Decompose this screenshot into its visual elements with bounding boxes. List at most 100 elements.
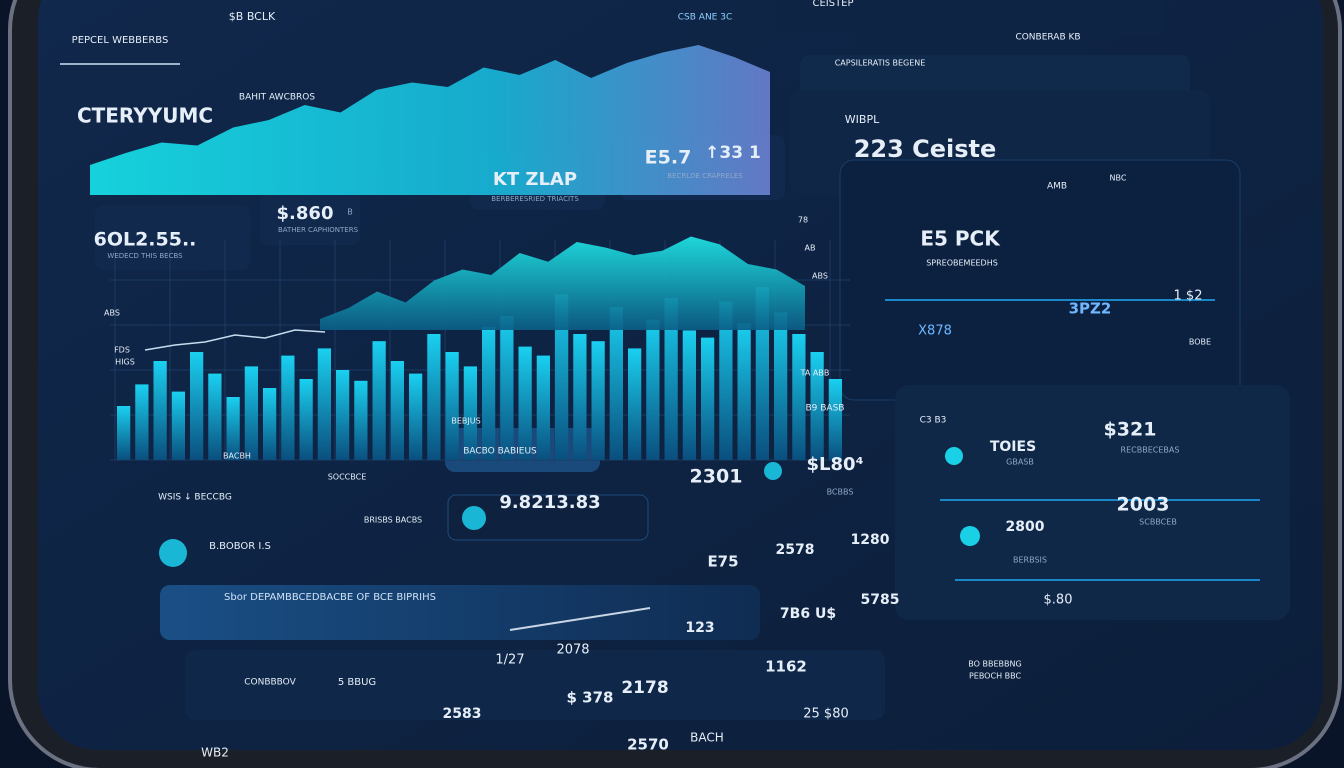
bar — [500, 316, 514, 460]
axis-label: FDS — [114, 346, 130, 355]
value: $.80 — [1044, 593, 1073, 608]
panel — [839, 159, 1241, 401]
bar — [445, 352, 459, 460]
axis-label: 78 — [798, 216, 808, 225]
bar — [317, 348, 331, 460]
cell: 1/27 — [495, 653, 524, 668]
card-label: BATHER CAPHIONTERS — [278, 226, 359, 234]
bar — [390, 361, 404, 460]
note: BRISBS BACBS — [364, 516, 422, 525]
bar — [336, 370, 350, 460]
banner — [160, 585, 760, 640]
icon — [960, 526, 980, 546]
bar — [646, 319, 660, 460]
list-value: $321 — [1104, 419, 1157, 441]
card-value: 6OL2.55.. — [94, 229, 197, 251]
bar — [536, 355, 550, 460]
chart — [90, 45, 850, 461]
cell: 2178 — [621, 678, 668, 698]
bar — [555, 294, 569, 460]
row-panel — [185, 650, 885, 720]
badge: $B BCLK — [229, 10, 276, 23]
bar — [701, 337, 715, 460]
cell: BACH — [690, 731, 724, 745]
list-label: TOIES — [990, 439, 1036, 455]
note: BCBBS — [827, 488, 854, 497]
card-value: E5.7 — [645, 147, 692, 169]
cell: 5785 — [861, 592, 900, 608]
bar — [518, 346, 532, 460]
list-sub: RECBBECEBAS — [1121, 446, 1180, 455]
list-sub: SCBBCEB — [1139, 518, 1177, 527]
bar — [226, 397, 240, 460]
value: 3PZ2 — [1069, 300, 1112, 318]
bar — [354, 380, 368, 460]
card — [95, 205, 250, 270]
bar — [755, 287, 769, 460]
axis-label: BACBH — [223, 452, 251, 461]
bar — [372, 341, 386, 460]
card-delta: ↑33 1 — [705, 143, 761, 163]
axis-label: BEBJUS — [451, 417, 480, 426]
bar — [609, 307, 623, 460]
list-sub: BERBSIS — [1013, 556, 1047, 565]
bar — [281, 355, 295, 460]
axis-label: ABS — [104, 309, 120, 318]
cell: 123 — [685, 620, 714, 636]
label: C3 B3 — [920, 416, 947, 426]
bar — [135, 384, 149, 460]
bar — [299, 379, 313, 460]
bar — [682, 330, 696, 460]
bar — [153, 361, 167, 460]
bar — [828, 379, 842, 460]
list-sub: GBASB — [1006, 458, 1034, 467]
card — [260, 190, 360, 245]
icon — [945, 447, 963, 465]
card-value: $.860 — [277, 203, 334, 224]
bar — [664, 298, 678, 460]
icon — [159, 539, 187, 567]
line — [144, 329, 326, 351]
tab: PEPCEL WEBBERBS — [72, 35, 169, 46]
bar — [463, 366, 477, 460]
value: B.BOBOR I.S — [209, 541, 271, 552]
bar — [591, 341, 605, 460]
cell: 2583 — [443, 706, 482, 722]
bar — [263, 388, 277, 460]
list-value: 2003 — [1117, 494, 1170, 516]
cell: 1280 — [851, 532, 890, 548]
note: PEBOCH BBC — [969, 672, 1022, 681]
cell: 2570 — [627, 736, 669, 754]
label: SPREOBEMEEDHS — [926, 259, 998, 268]
label: BOBE — [1189, 338, 1211, 347]
status: CSB ANE 3C — [678, 13, 732, 23]
subtitle: BAHIT AWCBROS — [239, 93, 315, 103]
label: AMB — [1047, 182, 1067, 192]
badge-value: 9.8213.83 — [499, 492, 600, 513]
card-label: BERBERESRIED TRIACITS — [491, 195, 579, 203]
bar — [190, 352, 204, 460]
note: CAPSILERATIS BEGENE — [835, 59, 926, 68]
bar — [628, 348, 642, 460]
kpi: 223 Ceiste — [854, 135, 997, 163]
note: WSIS ↓ BECCBG — [158, 493, 232, 503]
value: X878 — [918, 324, 952, 339]
bar — [427, 334, 441, 460]
icon — [764, 462, 782, 480]
note: BO BBEBBNG — [968, 660, 1021, 669]
stat: 2301 — [690, 466, 743, 488]
stat: $L80⁴ — [807, 454, 864, 475]
card-value: KT ZLAP — [493, 169, 577, 190]
bar — [792, 334, 806, 460]
bar — [482, 326, 496, 460]
value-badge — [447, 494, 649, 541]
card-note: B — [347, 208, 353, 217]
cell: $ 378 — [567, 689, 614, 707]
tab: CEISTEP — [812, 0, 853, 9]
bar — [737, 323, 751, 460]
axis-label: B9 BASB — [806, 404, 845, 414]
cell: 1162 — [765, 658, 807, 676]
banner-text: Sbor DEPAMBBCEDBACBE OF BCE BIPRIHS — [224, 592, 436, 603]
cell: 2078 — [556, 643, 589, 658]
